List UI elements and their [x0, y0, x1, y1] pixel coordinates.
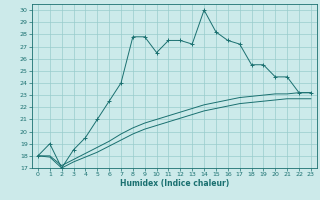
- X-axis label: Humidex (Indice chaleur): Humidex (Indice chaleur): [120, 179, 229, 188]
